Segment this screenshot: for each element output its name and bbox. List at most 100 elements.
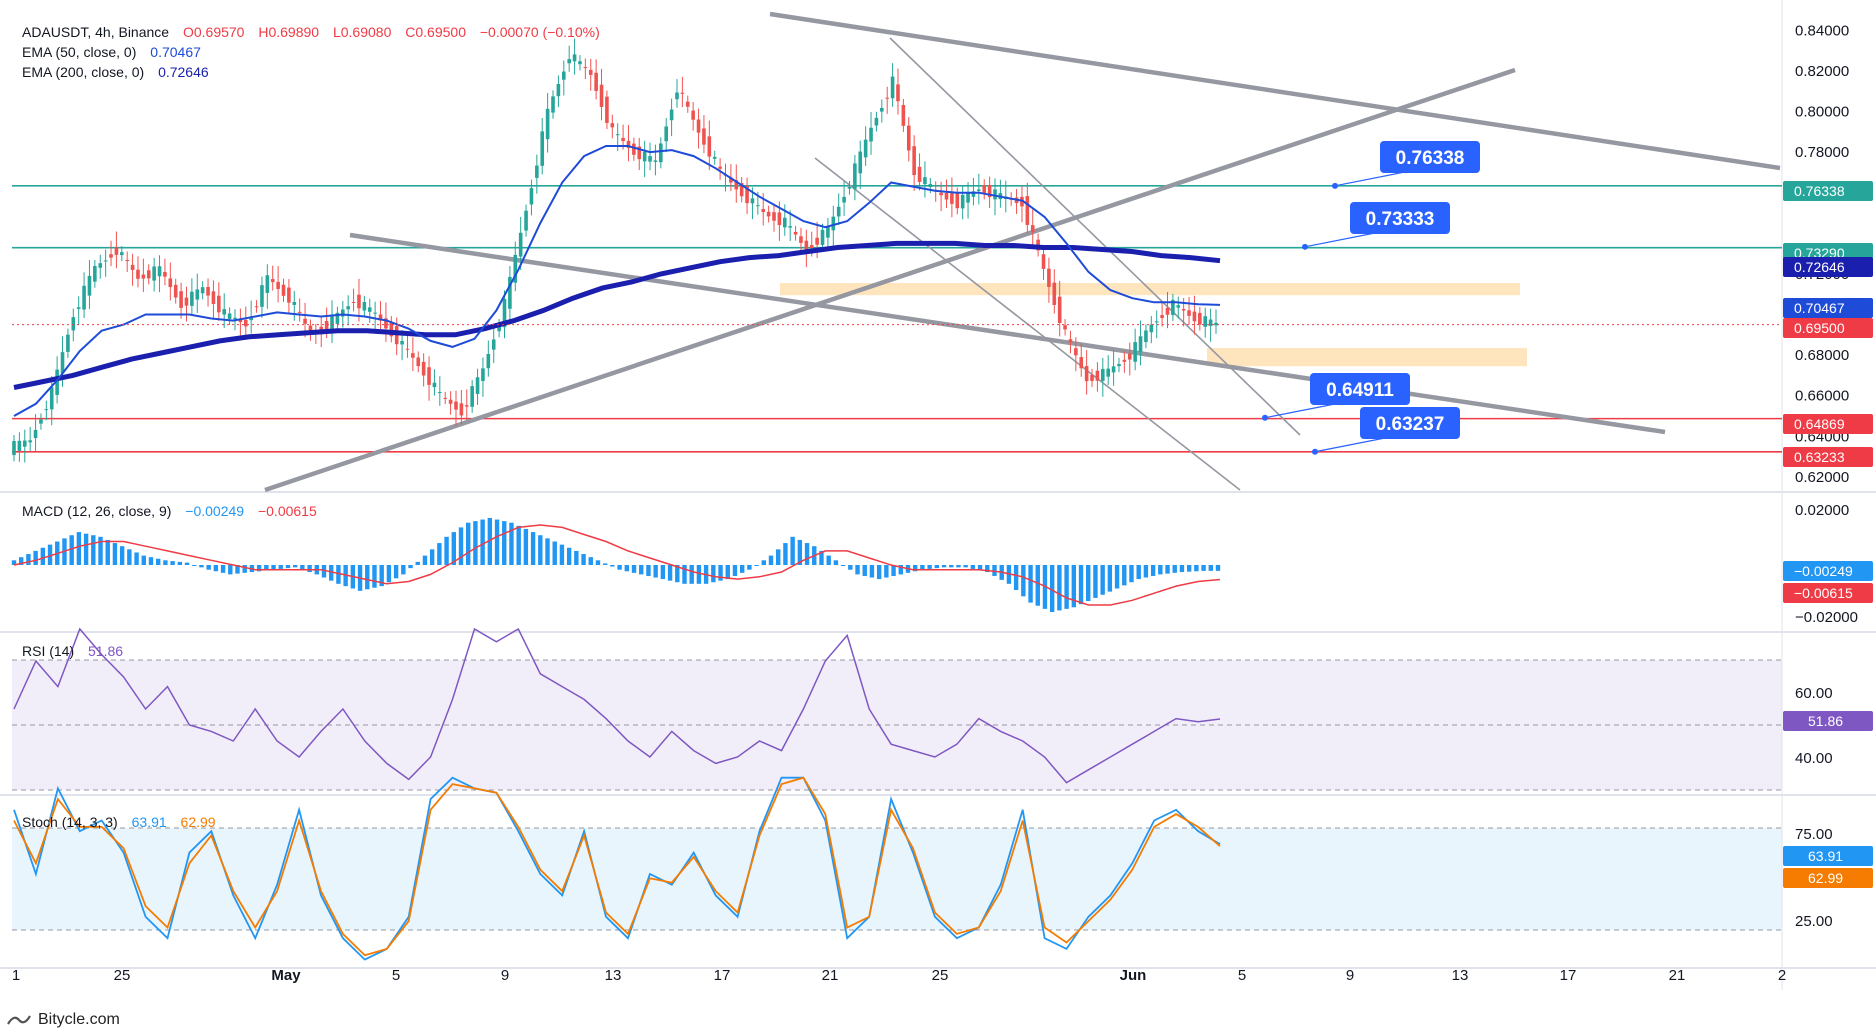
macd-bar [242, 565, 247, 573]
macd-bar [69, 535, 74, 565]
brand[interactable]: Bitycle.com [6, 1011, 120, 1029]
price-callout[interactable]: 0.63237 [1312, 407, 1460, 455]
candle [1165, 307, 1170, 315]
time-tick: 21 [822, 967, 839, 984]
candle [1160, 315, 1164, 319]
macd-tick: −0.02000 [1795, 609, 1858, 626]
candle [1047, 268, 1051, 287]
candle [685, 101, 690, 107]
candle [152, 266, 156, 281]
candle [680, 92, 685, 94]
macd-bar [768, 555, 774, 565]
candle [950, 193, 954, 204]
macd-bar [545, 538, 550, 565]
macd-bar [509, 522, 514, 565]
macd-bar [329, 565, 334, 581]
trendline[interactable] [349, 232, 1666, 435]
candle [1127, 353, 1132, 360]
price-callout[interactable]: 0.73333 [1302, 202, 1450, 250]
candle [1214, 322, 1218, 326]
macd-bar [970, 565, 976, 569]
time-axis[interactable]: 1 25 May 5 9 13 17 21 25 Jun 5 9 13 17 21 2 [12, 967, 1786, 984]
macd-bar [235, 565, 240, 574]
macd-bar [379, 565, 384, 587]
price-badge: 0.72646 [1783, 257, 1873, 277]
trendline[interactable] [769, 11, 1781, 171]
macd-bar [1035, 565, 1040, 606]
macd-bar [927, 565, 932, 569]
candle [610, 123, 615, 128]
macd-bar [1028, 565, 1033, 603]
candle [551, 96, 555, 113]
trendline[interactable] [889, 37, 1301, 436]
macd-bar [624, 565, 630, 572]
trendline[interactable] [814, 157, 1241, 491]
candle [233, 317, 237, 320]
stoch-pane[interactable] [13, 776, 1221, 961]
candle [1208, 319, 1213, 327]
legend-close: C0.69500 [405, 24, 466, 40]
macd-bar [790, 536, 795, 565]
supply-demand-zone[interactable] [1207, 347, 1527, 367]
candle [211, 291, 216, 304]
macd-pane[interactable] [11, 518, 1221, 612]
candle [734, 180, 739, 190]
time-tick: 17 [714, 967, 731, 984]
macd-bar [429, 549, 435, 565]
macd-bar [372, 565, 377, 588]
candle [146, 270, 151, 279]
macd-bar [675, 565, 680, 583]
candle [745, 185, 749, 204]
macd-bar [977, 565, 983, 571]
candle [281, 284, 286, 296]
candle [33, 429, 38, 439]
macd-bar [228, 565, 233, 575]
candle [1198, 312, 1202, 325]
candle [518, 232, 523, 257]
price-callout[interactable]: 0.76338 [1332, 141, 1480, 189]
candle [71, 317, 76, 331]
price-badge: 0.76338 [1783, 181, 1873, 201]
time-tick: 21 [1669, 967, 1686, 984]
macd-bar [689, 565, 694, 584]
price-tick: 0.80000 [1795, 103, 1849, 120]
macd-bar [1064, 565, 1069, 609]
svg-text:0.72646: 0.72646 [1794, 259, 1845, 275]
macd-bar [1201, 565, 1206, 571]
legend-ema50-label: EMA (50, close, 0) [22, 44, 136, 60]
macd-bar [415, 561, 420, 565]
rsi-pane[interactable] [13, 627, 1221, 784]
price-callout[interactable]: 0.64911 [1262, 373, 1410, 421]
trendline[interactable] [264, 67, 1516, 493]
indicator-axes: 0.02000 −0.02000 −0.00249 −0.00615 60.00 40.0… [1783, 502, 1873, 930]
stoch-tick: 75.00 [1795, 826, 1833, 843]
macd-bar [134, 552, 139, 565]
time-tick: 13 [1452, 967, 1469, 984]
candle [1138, 336, 1143, 352]
candle [777, 212, 782, 226]
candle [1052, 282, 1057, 305]
candle [443, 397, 448, 399]
candle [1057, 296, 1062, 323]
candle [76, 307, 81, 309]
candle [772, 212, 776, 221]
candle [222, 309, 227, 315]
candle [691, 110, 695, 120]
macd-bar [365, 565, 370, 590]
macd-bar [213, 565, 219, 572]
macd-bar [278, 565, 283, 569]
macd-bar [595, 560, 601, 565]
stoch-band [12, 828, 1782, 930]
macd-bar [934, 565, 940, 569]
candle [696, 119, 701, 133]
candle [206, 286, 210, 296]
macd-bar [523, 528, 529, 565]
macd-bar [112, 543, 118, 565]
price-pane[interactable]: 0.76338 0.73333 0.64911 0.63237 [12, 11, 1782, 493]
macd-bar [1021, 565, 1026, 597]
candle [960, 194, 965, 209]
macd-bar [566, 547, 572, 565]
macd-bar [1150, 565, 1156, 576]
macd-bar [1158, 565, 1163, 575]
